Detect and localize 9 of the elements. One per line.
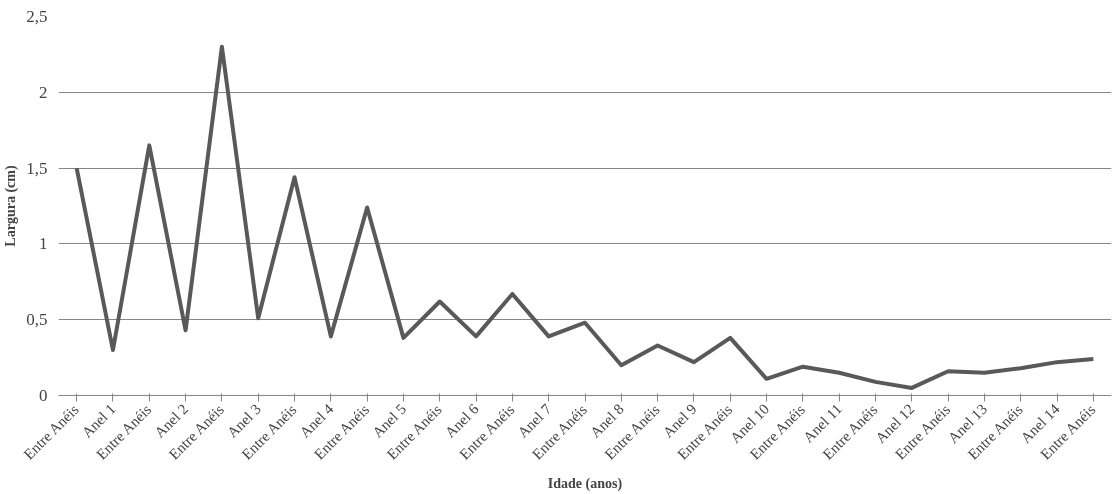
y-tick-label: 0 <box>39 386 48 405</box>
y-tick-label: 2 <box>39 82 48 102</box>
line-series <box>74 44 1096 390</box>
y-tick-label: 2,5 <box>26 7 48 26</box>
y-tick-label: 1 <box>39 234 48 254</box>
y-axis-title: Largura (cm) <box>3 165 20 247</box>
y-tick-label: 0,5 <box>26 310 48 330</box>
x-axis-title: Idade (anos) <box>547 476 623 493</box>
y-tick-label: 1,5 <box>26 158 48 178</box>
